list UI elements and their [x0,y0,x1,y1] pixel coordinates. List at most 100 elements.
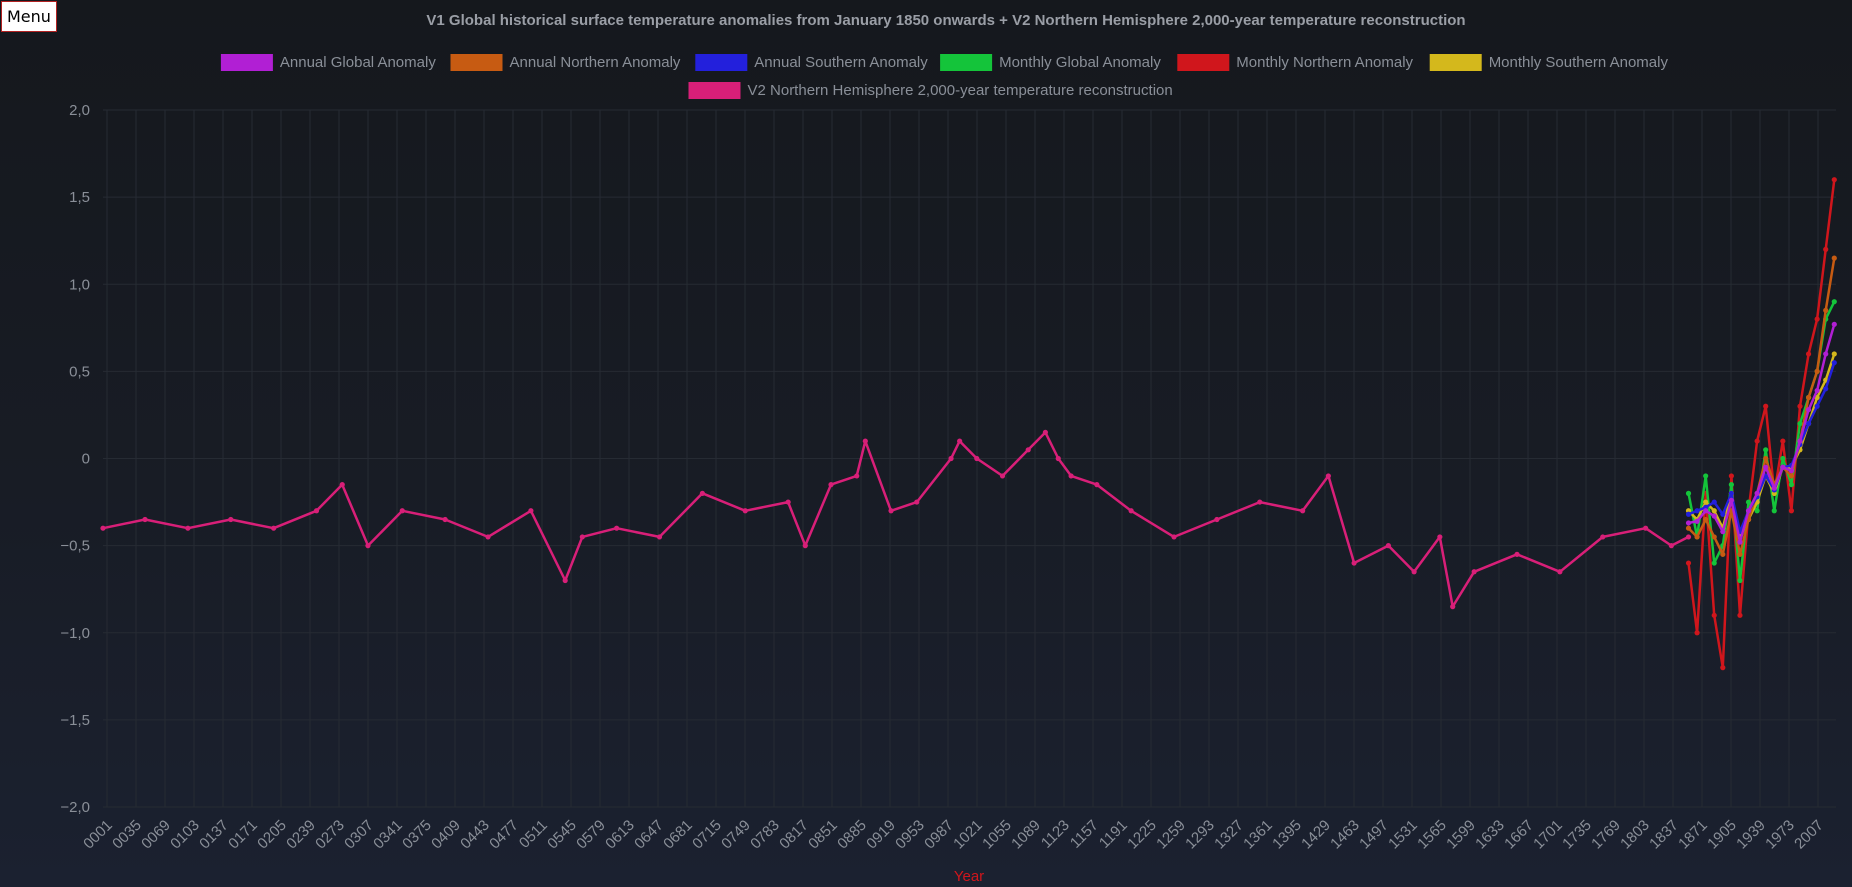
data-point [1214,516,1220,523]
data-point [854,473,860,479]
x-tick-label: 1055 [979,817,1015,853]
data-point [1737,577,1743,584]
x-tick-label: 1667 [1501,817,1537,853]
data-point [862,438,868,444]
legend-item[interactable]: Monthly Southern Anomaly [1429,54,1669,71]
data-point [1257,499,1263,505]
data-point [399,508,405,514]
x-tick-label: 0205 [254,817,290,853]
data-point [1450,604,1456,610]
series-line [1687,353,1836,539]
data-point [785,499,791,505]
data-point [1055,455,1061,462]
data-point [313,508,320,514]
legend-item[interactable]: Annual Southern Anomaly [695,54,928,71]
x-tick-label: 1837 [1646,817,1682,853]
legend-label: Monthly Northern Anomaly [1236,54,1413,71]
legend-label: Monthly Global Anomaly [999,54,1161,71]
legend-item[interactable]: Annual Global Anomaly [220,54,436,71]
data-point [999,473,1006,479]
data-point [888,508,894,514]
data-point [1805,394,1812,401]
x-tick-label: 1327 [1211,817,1247,853]
legend-item[interactable]: Monthly Global Anomaly [940,54,1161,71]
data-point [1831,299,1837,305]
x-tick-label: 0613 [602,817,638,853]
x-tick-label: 0783 [747,817,783,853]
data-point [1694,534,1700,540]
legend-label: Annual Global Anomaly [280,54,436,71]
x-tick-label: 0885 [834,817,870,853]
data-point [1685,534,1692,540]
series-6 [100,429,1692,610]
legend-label: Monthly Southern Anomaly [1489,54,1669,71]
data-point [1514,551,1520,557]
data-point [1737,551,1743,557]
data-point [1788,482,1795,488]
legend-item[interactable]: Annual Northern Anomaly [450,54,681,71]
legend-label: Annual Southern Anomaly [754,54,928,71]
data-point [699,490,705,496]
data-point [1805,421,1812,427]
x-tick-label: 1429 [1298,817,1334,853]
legend-item[interactable]: V2 Northern Hemisphere 2,000-year temper… [688,82,1173,99]
x-tick-label: 0579 [573,817,609,853]
data-point [1643,525,1649,531]
data-point [1711,508,1717,514]
x-tick-label: 0545 [544,817,580,853]
data-point [1831,177,1837,183]
data-point [1763,455,1769,462]
y-tick-label: −1,5 [60,712,90,729]
x-tick-label: 1395 [1269,817,1305,853]
data-point [1128,508,1134,514]
x-tick-label: 1293 [1182,817,1218,853]
series-line [1687,179,1836,669]
data-point [1042,429,1048,435]
data-point [1437,534,1443,540]
x-tick-label: 1463 [1327,817,1363,853]
data-point [1805,351,1812,357]
x-tick-label: 1633 [1472,817,1508,853]
data-point [1685,560,1692,566]
x-axis-title: Year [954,868,984,885]
data-point [1720,529,1726,535]
data-point [656,534,663,540]
x-tick-label: 0953 [892,817,928,853]
data-point [365,543,371,549]
data-point [974,455,980,462]
y-axis-ticks: −2,0 −1,5 −1,0 −0,5 0 0,5 1,0 1,5 2,0 [60,102,90,816]
data-point [1711,499,1717,505]
menu-button[interactable]: Menu [1,1,57,32]
y-tick-label: −0,5 [60,538,90,555]
data-point [1385,543,1391,549]
x-tick-label: 1939 [1733,817,1769,853]
y-tick-label: 1,5 [69,189,90,206]
data-point [1728,482,1734,488]
x-tick-label: 0137 [196,817,232,853]
x-tick-label: 1565 [1414,817,1450,853]
x-tick-label: 0035 [109,817,145,853]
data-point [528,508,534,514]
data-point [1325,473,1331,479]
data-point [1814,387,1820,394]
x-tick-label: 0919 [863,817,899,853]
y-tick-label: 1,0 [69,276,90,293]
data-point [1805,407,1812,413]
data-point [1763,403,1769,409]
data-point [1685,490,1692,496]
x-axis-ticks: 0001003500690103013701710205023902730307… [80,817,1827,853]
data-point [1600,534,1606,540]
x-tick-label: 0749 [718,817,754,853]
data-point [1823,386,1829,392]
data-point [1025,447,1031,453]
data-point [1788,508,1795,514]
x-tick-label: 2007 [1791,817,1827,853]
data-point [1737,612,1743,618]
legend-item[interactable]: Monthly Northern Anomaly [1177,54,1414,71]
x-tick-label: 1089 [1008,817,1044,853]
data-point [1754,490,1760,496]
x-tick-label: 0511 [516,817,551,852]
data-point [1797,403,1803,409]
y-tick-label: −1,0 [60,625,90,642]
